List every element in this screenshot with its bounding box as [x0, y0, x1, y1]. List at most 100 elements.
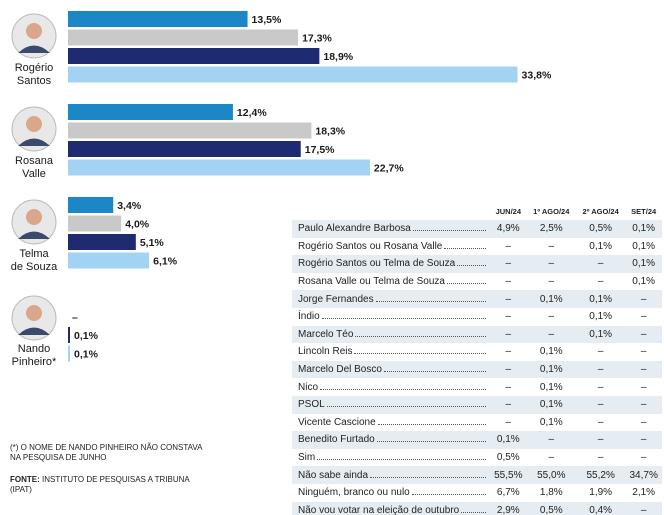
- value-label: 5,1%: [140, 237, 165, 249]
- value: 0,1%: [632, 223, 655, 234]
- row-label: Paulo Alexandre Barbosa: [298, 223, 490, 234]
- value: –: [598, 399, 604, 410]
- value-label: 18,9%: [323, 51, 353, 63]
- table-row: Rogério Santos ou Rosana Valle – – 0,1% 0,1%: [292, 238, 662, 256]
- value: –: [598, 276, 604, 287]
- cell-value: 55,2%: [576, 466, 625, 484]
- value: –: [598, 434, 604, 445]
- value: 0,1%: [589, 241, 612, 252]
- value: –: [641, 399, 647, 410]
- cell-name: Nico: [292, 378, 490, 396]
- cell-value: 34,7%: [625, 466, 662, 484]
- cell-value: 0,1%: [490, 431, 527, 449]
- cell-value: –: [527, 308, 576, 326]
- cell-value: –: [576, 361, 625, 379]
- cell-value: –: [490, 238, 527, 256]
- cell-value: 4,9%: [490, 220, 527, 238]
- value-label: 17,3%: [302, 32, 332, 44]
- value: –: [641, 505, 647, 515]
- cell-value: 0,1%: [625, 220, 662, 238]
- name-line: Pinheiro*: [12, 356, 57, 368]
- table-header: JUN/241º AGO/242º AGO/24SET/24: [292, 202, 662, 220]
- table-row: Nico–0,1%––: [292, 378, 662, 396]
- cell-name: Marcelo Del Bosco: [292, 361, 490, 379]
- table-row: Lincoln Reis–0,1%––: [292, 343, 662, 361]
- cell-value: 2,5%: [527, 220, 576, 238]
- cell-name: Rogério Santos ou Telma de Souza: [292, 255, 490, 273]
- cell-value: 0,1%: [625, 255, 662, 273]
- bar: [68, 123, 311, 139]
- value: –: [598, 417, 604, 428]
- cell-value: 0,1%: [527, 343, 576, 361]
- cell-value: –: [527, 449, 576, 467]
- cell-value: 0,5%: [527, 502, 576, 515]
- value: 0,1%: [589, 329, 612, 340]
- table-row: Não vou votar na eleição de outubro 2,9% 0…: [292, 502, 662, 515]
- value: –: [641, 346, 647, 357]
- bar: [68, 197, 113, 213]
- infographic: RogérioSantos13,5%17,3%18,9%33,8%RosanaV…: [0, 0, 664, 515]
- name-line: Rosana: [15, 155, 54, 167]
- bar: [68, 67, 518, 83]
- table-row: Marcelo Del Bosco–0,1%––: [292, 361, 662, 379]
- bar: [68, 141, 301, 157]
- cell-value: 6,7%: [490, 484, 527, 502]
- cell-name: Rosana Valle ou Telma de Souza: [292, 273, 490, 291]
- value: 0,1%: [497, 434, 520, 445]
- cell-value: 0,1%: [527, 290, 576, 308]
- table-row: Marcelo Téo––0,1%–: [292, 326, 662, 344]
- value: –: [506, 311, 512, 322]
- value: –: [506, 241, 512, 252]
- value: –: [506, 258, 512, 269]
- row-label: Marcelo Del Bosco: [298, 364, 490, 375]
- value-label: 0,1%: [74, 330, 99, 342]
- cell-value: –: [576, 378, 625, 396]
- cell-name: Ninguém, branco ou nulo: [292, 484, 490, 502]
- cell-value: –: [527, 273, 576, 291]
- value: 0,1%: [540, 417, 563, 428]
- column-header: SET/24: [625, 202, 662, 220]
- row-label: Lincoln Reis: [298, 346, 490, 357]
- row-label: Não sabe ainda: [298, 470, 490, 481]
- value: –: [641, 329, 647, 340]
- value: –: [598, 382, 604, 393]
- cell-value: –: [625, 449, 662, 467]
- row-label: Não vou votar na eleição de outubro: [298, 505, 490, 515]
- value: –: [641, 452, 647, 463]
- cell-value: –: [490, 396, 527, 414]
- row-label: Índio: [298, 311, 490, 322]
- column-header: 1º AGO/24: [527, 202, 576, 220]
- cell-name: Vicente Cascione: [292, 414, 490, 432]
- value: –: [549, 241, 555, 252]
- value: –: [641, 434, 647, 445]
- bar: [68, 234, 136, 250]
- value: 0,5%: [540, 505, 563, 515]
- value: 34,7%: [630, 470, 658, 481]
- value: –: [506, 399, 512, 410]
- cell-value: 2,1%: [625, 484, 662, 502]
- value: –: [598, 452, 604, 463]
- cell-value: –: [527, 255, 576, 273]
- cell-value: –: [490, 378, 527, 396]
- value: 0,4%: [589, 505, 612, 515]
- value: –: [598, 346, 604, 357]
- photo-head: [26, 116, 42, 132]
- value: 0,1%: [632, 276, 655, 287]
- row-label: Benedito Furtado: [298, 434, 490, 445]
- cell-value: 0,1%: [576, 290, 625, 308]
- row-label: Nico: [298, 382, 490, 393]
- value: 2,9%: [497, 505, 520, 515]
- cell-value: –: [625, 326, 662, 344]
- source-label: FONTE:: [10, 475, 40, 484]
- value: –: [549, 276, 555, 287]
- source: FONTE: INSTITUTO DE PESQUISAS A TRIBUNA …: [10, 475, 210, 495]
- value: 0,1%: [632, 241, 655, 252]
- value: –: [506, 417, 512, 428]
- table-row: Rosana Valle ou Telma de Souza–––0,1%: [292, 273, 662, 291]
- cell-name: PSOL: [292, 396, 490, 414]
- name-line: Rogério: [15, 62, 54, 74]
- cell-value: –: [576, 449, 625, 467]
- corner: [292, 202, 490, 220]
- row-label: Rogério Santos ou Rosana Valle: [298, 241, 490, 252]
